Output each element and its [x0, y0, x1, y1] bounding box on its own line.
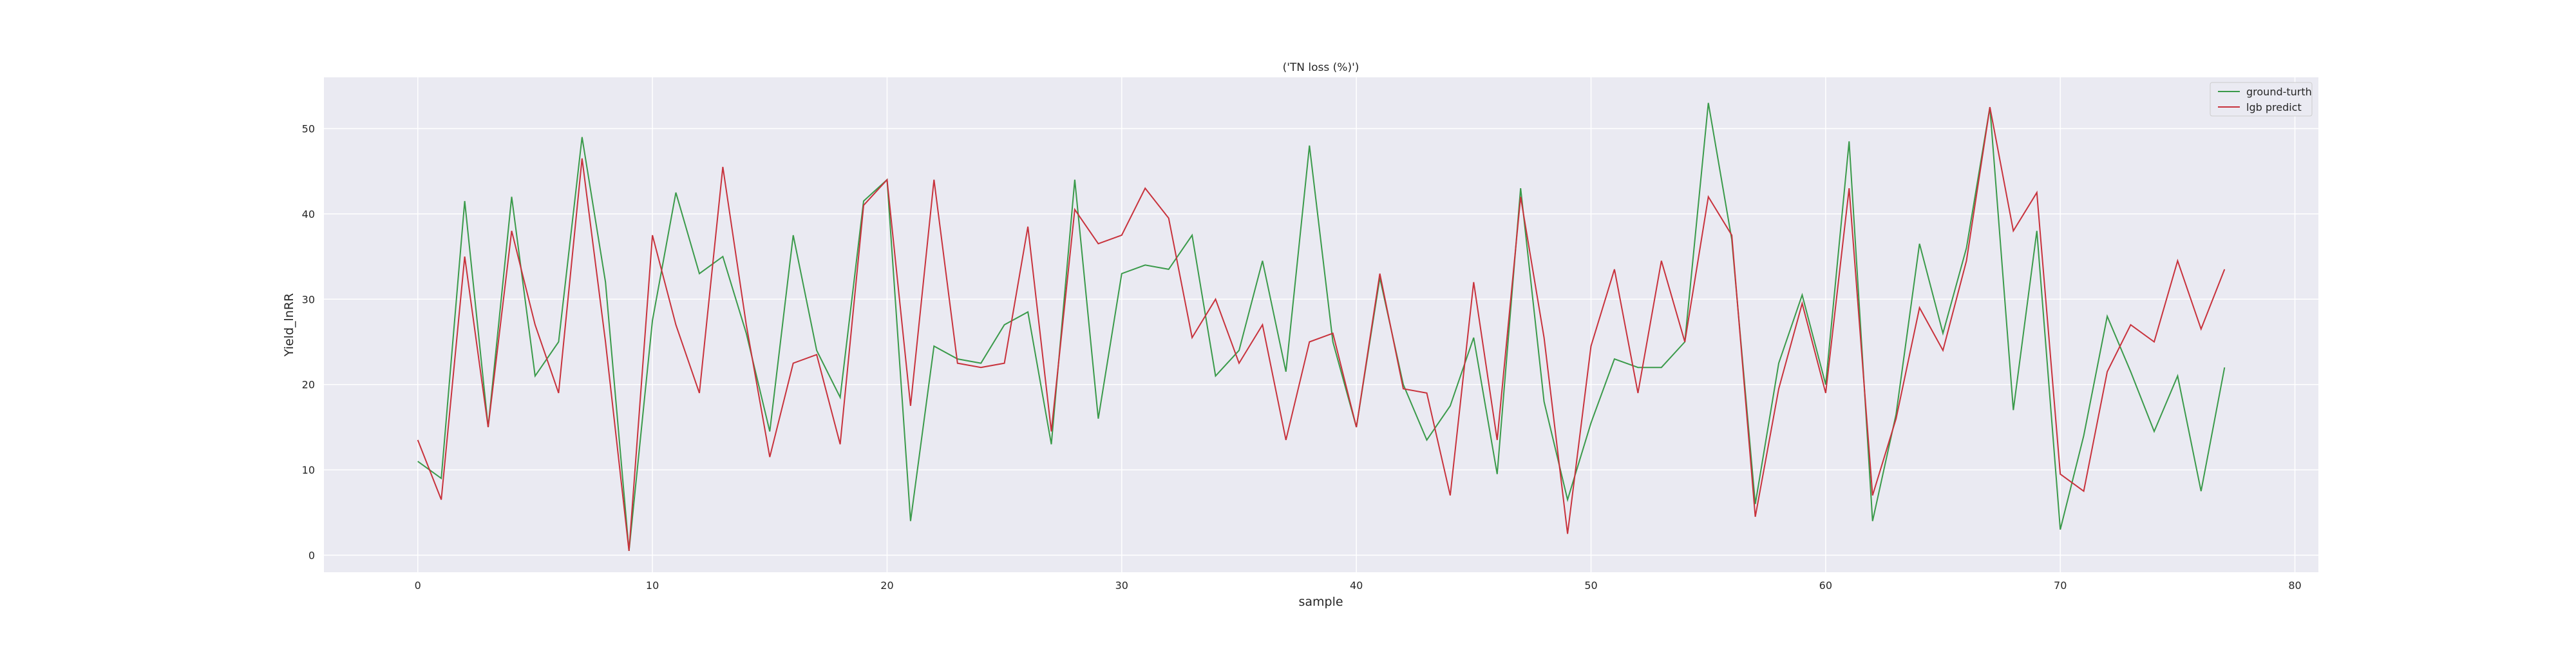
series-line-lgb-predict	[417, 107, 2226, 552]
y-tick-label: 40	[302, 208, 315, 220]
x-axis-label: sample	[1298, 595, 1343, 609]
x-tick-label: 0	[415, 579, 421, 592]
x-tick-label: 30	[1115, 579, 1128, 592]
x-tick-label: 70	[2054, 579, 2067, 592]
x-tick-label: 60	[1819, 579, 1832, 592]
series-lines	[417, 102, 2226, 552]
legend-label-ground-turth: ground-turth	[2246, 86, 2312, 98]
y-tick-label: 20	[302, 379, 315, 391]
series-line-ground-turth	[417, 102, 2226, 552]
chart-title: ('TN loss (%)')	[1283, 61, 1359, 74]
y-tick-label: 0	[308, 550, 315, 562]
y-tick-labels: 0 10 20 30 40 50	[302, 122, 315, 561]
x-tick-label: 50	[1584, 579, 1597, 592]
y-axis-label: Yield_lnRR	[282, 293, 296, 357]
plot-background	[324, 77, 2318, 572]
legend: ground-turth lgb predict	[2210, 82, 2313, 117]
x-tick-label: 10	[646, 579, 659, 592]
y-tick-label: 30	[302, 293, 315, 305]
legend-label-lgb-predict: lgb predict	[2246, 101, 2302, 113]
grid-lines	[324, 77, 2318, 572]
y-tick-label: 10	[302, 464, 315, 476]
x-tick-label: 40	[1350, 579, 1363, 592]
y-tick-label: 50	[302, 122, 315, 135]
x-tick-label: 20	[880, 579, 893, 592]
x-tick-label: 80	[2288, 579, 2301, 592]
x-tick-labels: 0 10 20 30 40 50 60 70 80	[415, 579, 2302, 592]
